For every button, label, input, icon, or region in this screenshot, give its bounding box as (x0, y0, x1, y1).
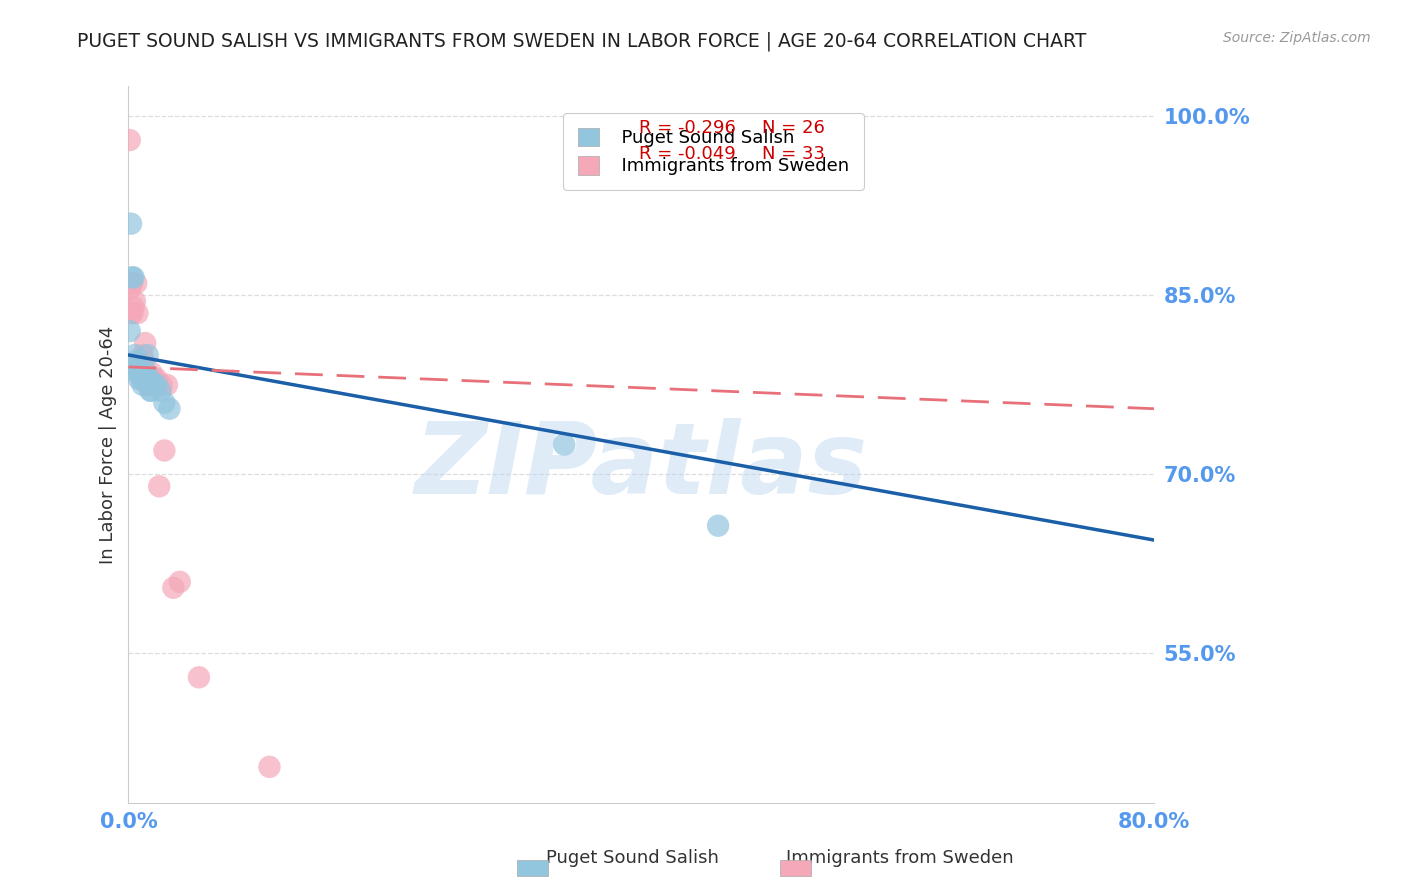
Point (118, 282, 141, 296)
Legend:   Puget Sound Salish,   Immigrants from Sweden: Puget Sound Salish, Immigrants from Swed… (562, 113, 863, 190)
Point (141, 366, 163, 380)
Point (156, 377, 179, 392)
Point (707, 518, 730, 533)
Point (138, 372, 160, 386)
Text: Source: ZipAtlas.com: Source: ZipAtlas.com (1223, 31, 1371, 45)
Text: Puget Sound Salish: Puget Sound Salish (547, 849, 718, 867)
Text: ZIPatlas: ZIPatlas (415, 417, 868, 515)
Point (132, 372, 155, 386)
Point (136, 348, 159, 362)
Point (125, 277, 148, 291)
Point (139, 372, 162, 386)
Point (134, 372, 156, 386)
Point (134, 336, 156, 351)
Point (143, 377, 166, 392)
Point (553, 437, 575, 451)
Y-axis label: In Labor Force | Age 20-64: In Labor Force | Age 20-64 (100, 326, 117, 564)
Point (132, 354, 155, 368)
Text: N = 33: N = 33 (762, 145, 825, 163)
Point (135, 366, 157, 380)
Point (121, 277, 143, 291)
Point (129, 366, 152, 380)
Point (124, 348, 146, 362)
Point (129, 359, 152, 374)
Point (122, 300, 145, 314)
Point (153, 395, 176, 409)
Point (125, 354, 148, 368)
Point (124, 294, 146, 309)
Point (148, 479, 170, 493)
Point (131, 348, 153, 362)
Text: Immigrants from Sweden: Immigrants from Sweden (786, 849, 1014, 867)
Point (127, 306, 149, 320)
Point (162, 581, 184, 595)
Point (145, 372, 167, 386)
Point (129, 366, 152, 380)
Point (141, 384, 163, 398)
Point (129, 354, 152, 368)
Point (153, 443, 176, 458)
Point (129, 372, 152, 386)
Point (118, 133, 141, 147)
Point (139, 384, 162, 398)
Point (145, 377, 167, 392)
Point (120, 277, 142, 291)
Point (120, 217, 142, 231)
Point (121, 270, 143, 285)
Point (136, 377, 159, 392)
Point (138, 372, 160, 386)
Point (120, 306, 142, 320)
Point (143, 372, 166, 386)
Point (121, 306, 143, 320)
Point (118, 324, 141, 338)
Point (150, 377, 173, 392)
Point (128, 366, 150, 380)
Text: R = -0.296: R = -0.296 (640, 120, 735, 137)
Point (159, 401, 181, 416)
Point (142, 372, 165, 386)
Point (169, 574, 191, 589)
Point (127, 366, 149, 380)
Point (131, 377, 153, 392)
Text: PUGET SOUND SALISH VS IMMIGRANTS FROM SWEDEN IN LABOR FORCE | AGE 20-64 CORRELAT: PUGET SOUND SALISH VS IMMIGRANTS FROM SW… (77, 31, 1087, 51)
Point (259, 760, 281, 774)
Point (128, 372, 150, 386)
Point (149, 384, 172, 398)
Point (188, 670, 211, 684)
Point (122, 270, 145, 285)
Text: R = -0.049: R = -0.049 (640, 145, 735, 163)
Point (135, 366, 157, 380)
Point (125, 359, 148, 374)
Text: N = 26: N = 26 (762, 120, 825, 137)
